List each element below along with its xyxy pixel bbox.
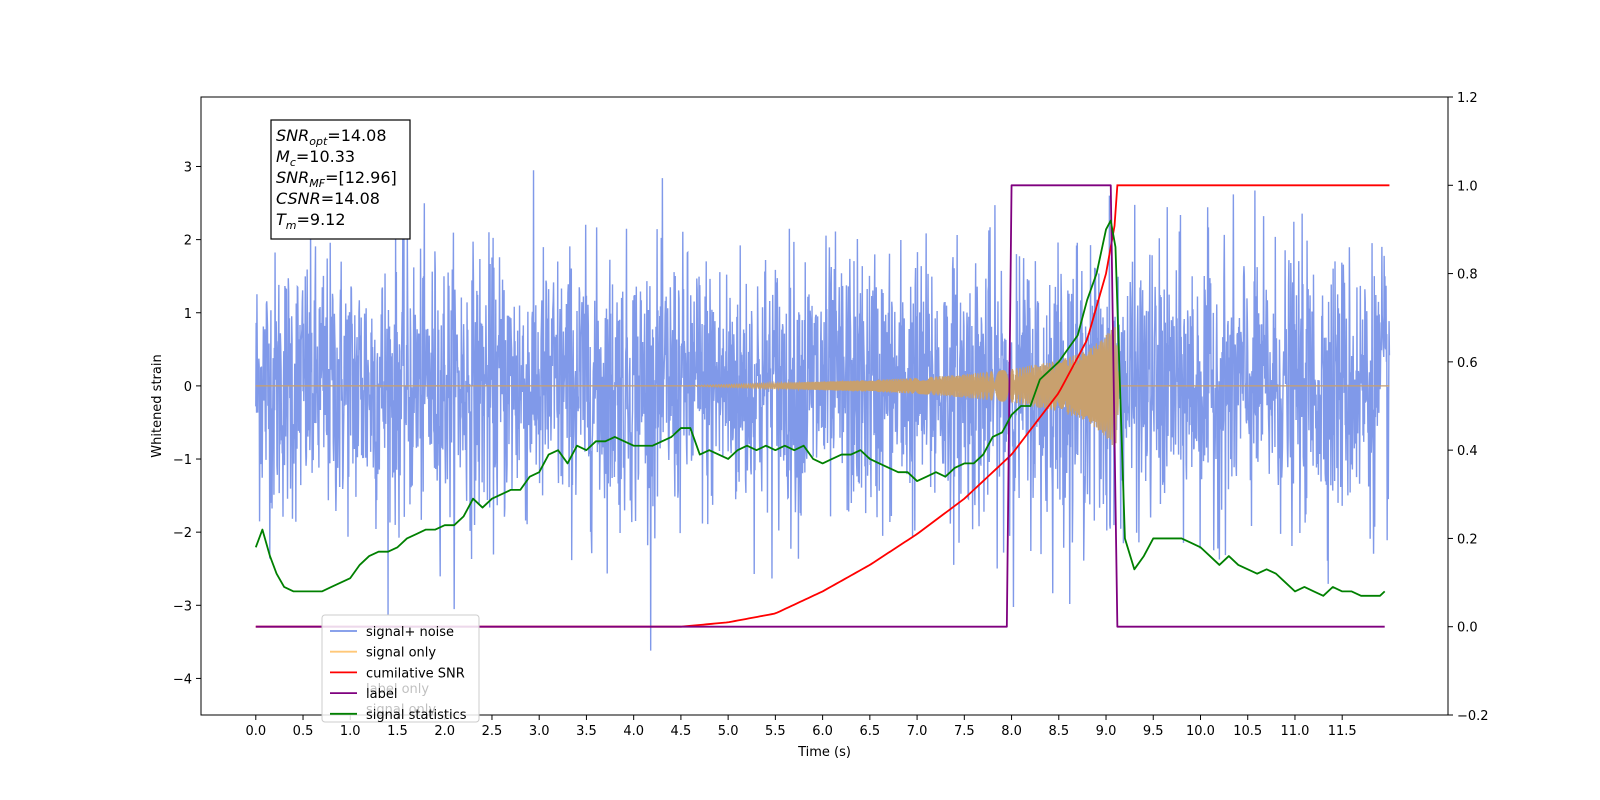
x-tick-label: 2.5 <box>482 724 503 739</box>
y-left-tick-label: 0 <box>184 380 192 395</box>
stats-line: SNRMF=[12.96] <box>276 168 397 190</box>
x-tick-label: 0.5 <box>293 724 314 739</box>
x-tick-label: 2.0 <box>434 724 455 739</box>
y-left-tick-label: 2 <box>184 234 192 249</box>
x-tick-label: 10.0 <box>1186 724 1215 739</box>
x-tick-label: 6.0 <box>812 724 833 739</box>
y-left-tick-label: −1 <box>173 453 192 468</box>
legend-entry-label: signal statistics <box>366 708 467 723</box>
y-right-tick-label: 1.0 <box>1457 179 1478 194</box>
series-signal-only-line <box>255 324 1390 447</box>
stats-line: SNRopt=14.08 <box>276 126 387 148</box>
x-tick-label: 8.5 <box>1048 724 1069 739</box>
legend-ghost-label: label only <box>366 682 429 697</box>
legend-entry-label: cumilative SNR <box>366 666 465 681</box>
y-axis-left: 3 2 1 0 −1 −2 −3 −4 <box>173 160 201 687</box>
x-tick-label: 4.0 <box>623 724 644 739</box>
x-tick-label: 0.0 <box>245 724 266 739</box>
y-right-tick-label: 0.8 <box>1457 268 1478 283</box>
legend-entry-label: label <box>366 687 397 702</box>
y-axis-right: 1.2 1.0 0.8 0.6 0.4 0.2 0.0 −0.2 <box>1448 91 1489 724</box>
x-tick-label: 9.5 <box>1143 724 1164 739</box>
x-tick-label: 6.5 <box>860 724 881 739</box>
y-right-tick-label: 0.6 <box>1457 356 1478 371</box>
stats-annotation-box <box>270 119 411 240</box>
y-axis-label: Whitened strain <box>150 354 165 457</box>
x-tick-label: 7.0 <box>907 724 928 739</box>
y-right-tick-label: −0.2 <box>1457 709 1489 724</box>
x-tick-label: 11.0 <box>1280 724 1309 739</box>
x-tick-label: 1.0 <box>340 724 361 739</box>
stats-line: Mc=10.33 <box>276 147 355 169</box>
y-right-tick-label: 0.4 <box>1457 444 1478 459</box>
series-signal-statistics-line <box>254 219 1386 597</box>
stats-annotation: SNRopt=14.08Mc=10.33SNRMF=[12.96]CSNR=14… <box>270 119 411 240</box>
legend-entry-label: signal only <box>366 646 436 661</box>
x-tick-label: 7.5 <box>954 724 975 739</box>
y-left-tick-label: −2 <box>173 526 192 541</box>
y-left-tick-label: −3 <box>173 599 192 614</box>
y-left-tick-label: 3 <box>184 160 192 175</box>
y-left-tick-label: −4 <box>173 672 192 687</box>
y-right-tick-label: 0.2 <box>1457 532 1478 547</box>
legend-box <box>321 614 480 723</box>
x-axis-label: Time (s) <box>797 745 851 760</box>
stats-line: CSNR=14.08 <box>276 189 380 208</box>
x-tick-label: 1.5 <box>387 724 408 739</box>
x-tick-label: 11.5 <box>1328 724 1357 739</box>
x-tick-label: 3.0 <box>529 724 550 739</box>
x-tick-label: 5.5 <box>765 724 786 739</box>
y-right-tick-label: 0.0 <box>1457 621 1478 636</box>
legend-ghost-label: signal only <box>366 703 436 718</box>
x-tick-label: 8.0 <box>1001 724 1022 739</box>
x-tick-label: 10.5 <box>1233 724 1262 739</box>
plot-frame <box>200 96 1449 716</box>
stats-line: Tm=9.12 <box>276 210 346 232</box>
y-left-tick-label: 1 <box>184 307 192 322</box>
x-tick-label: 4.5 <box>671 724 692 739</box>
x-axis: 0.0 0.5 1.0 1.5 2.0 2.5 3.0 3.5 4.0 4.5 5.0 5.5 6.0 6… <box>245 715 1357 739</box>
y-right-tick-label: 1.2 <box>1457 91 1478 106</box>
x-tick-label: 5.0 <box>718 724 739 739</box>
legend-entry-label: signal+ noise <box>366 625 454 640</box>
x-tick-label: 9.0 <box>1096 724 1117 739</box>
x-tick-label: 3.5 <box>576 724 597 739</box>
series-label-line <box>255 184 1385 628</box>
